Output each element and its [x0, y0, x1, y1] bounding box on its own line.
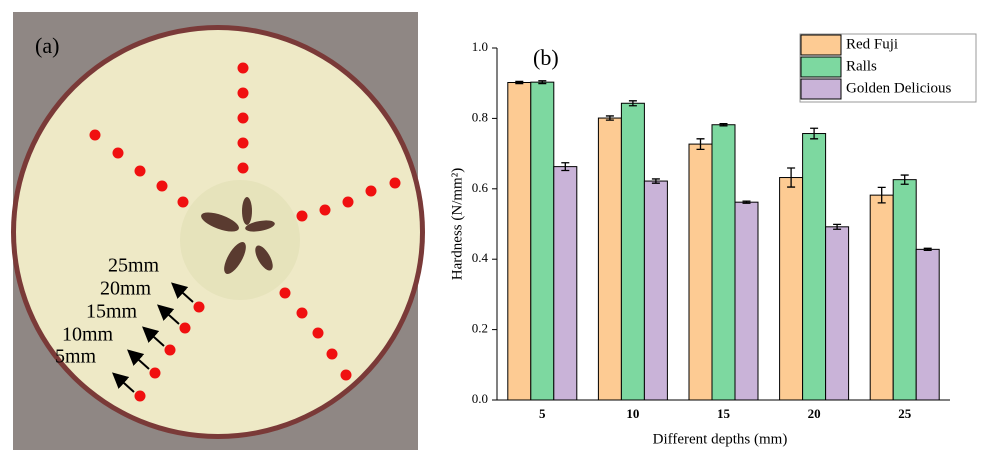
y-axis-label: Hardness (N/mm²) [449, 168, 465, 280]
depth-label: 5mm [55, 346, 97, 368]
x-tick-label: 20 [808, 406, 821, 421]
chart: (b) Different depths (mm) Hardness (N/mm… [449, 34, 976, 447]
figure: (a) 25mm 20mm 15mm 10mm 5mm (b) Differen… [0, 0, 981, 450]
bar [531, 82, 554, 400]
bar [735, 202, 758, 400]
y-tick-label: 0.4 [472, 250, 489, 265]
legend-label: Red Fuji [846, 36, 898, 52]
bar [893, 180, 916, 400]
y-tick-label: 0.8 [472, 109, 488, 124]
y-tick-label: 0.0 [472, 391, 488, 406]
x-tick-label: 15 [717, 406, 731, 421]
y-tick-label: 0.2 [472, 321, 488, 336]
bar [826, 227, 849, 400]
bar [780, 178, 803, 400]
panel-label: (a) [35, 33, 59, 58]
y-tick-label: 0.6 [472, 180, 489, 195]
bar [712, 125, 735, 400]
bar [598, 118, 621, 400]
x-axis-label: Different depths (mm) [653, 431, 788, 447]
legend-label: Golden Delicious [846, 80, 952, 96]
bar [870, 195, 893, 400]
chart-annotation: (b) [533, 45, 559, 70]
bar [803, 134, 826, 400]
bar [554, 167, 577, 400]
depth-label: 10mm [62, 324, 114, 346]
depth-label: 15mm [86, 301, 138, 323]
x-tick-label: 10 [626, 406, 639, 421]
apple-core [180, 180, 300, 300]
legend-swatch [801, 35, 841, 55]
x-tick-label: 5 [539, 406, 546, 421]
depth-label: 25mm [108, 255, 160, 277]
x-tick-label: 25 [898, 406, 912, 421]
y-tick-label: 1.0 [472, 39, 488, 54]
bar [689, 144, 712, 400]
bar [916, 249, 939, 400]
bar [621, 103, 644, 400]
legend-label: Ralls [846, 58, 877, 74]
depth-label: 20mm [100, 278, 152, 300]
photo-panel: (a) 25mm 20mm 15mm 10mm 5mm [11, 12, 425, 450]
legend-swatch [801, 79, 841, 99]
bar [644, 181, 667, 400]
legend-swatch [801, 57, 841, 77]
bar [508, 82, 531, 400]
